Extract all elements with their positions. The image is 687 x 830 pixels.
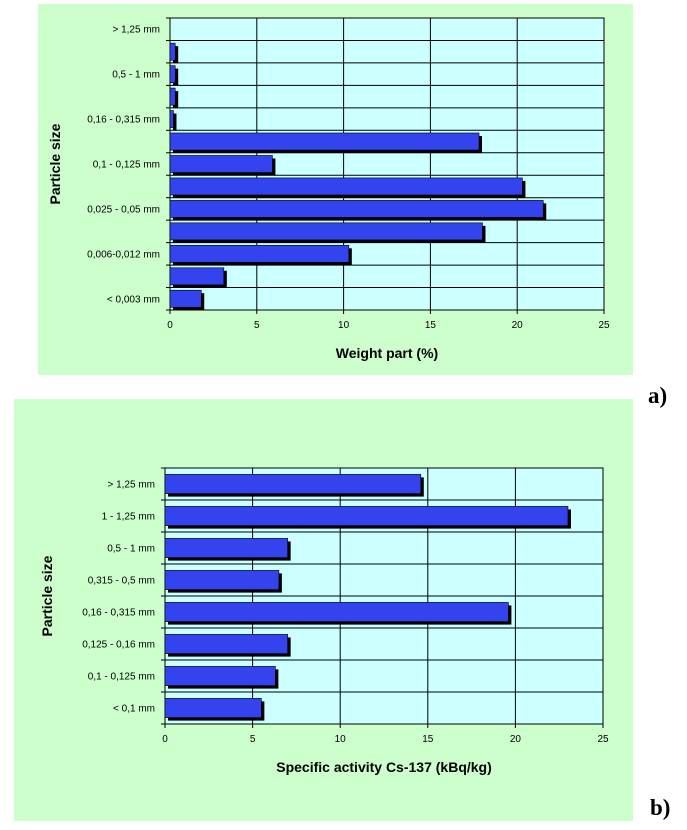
chart-b-bar <box>164 666 276 686</box>
chart-a-x-tick-label: 0 <box>167 320 173 331</box>
chart-a-bar-shadow <box>173 113 177 131</box>
chart-b-bar <box>164 570 280 590</box>
chart-b-category-label: < 0,1 mm <box>113 704 155 715</box>
chart-b-category-label: 0,1 - 0,125 mm <box>88 672 155 683</box>
chart-a-bar <box>169 65 176 83</box>
chart-b-bar <box>164 538 288 558</box>
chart-a-plot: 0 5 10 15 20 25 < 0,003 mm 0,006-0,012 mm 0,025 … <box>47 17 610 361</box>
chart-a-category-label: < 0,003 mm <box>107 294 160 305</box>
chart-a-bar-shadow <box>173 46 179 64</box>
chart-b-svg: 0 5 10 15 20 25 < 0,1 mm 0,1 - 0,125 mm 0,125 - … <box>39 467 609 775</box>
chart-b-x-tick-label: 0 <box>162 734 168 745</box>
chart-a-bar-shadow <box>173 68 179 86</box>
chart-b-bar <box>164 506 569 526</box>
chart-b-x-tick-label: 20 <box>510 734 522 745</box>
chart-a-category-label: 0,025 - 0,05 mm <box>87 204 160 215</box>
panel-label-a: a) <box>648 383 668 408</box>
chart-a-category-label: 0,16 - 0,315 mm <box>87 115 160 126</box>
chart-a-category-label: 0,1 - 0,125 mm <box>93 160 160 171</box>
chart-a-y-axis-title: Particle size <box>47 123 63 204</box>
chart-b-x-tick-label: 5 <box>250 734 256 745</box>
chart-b-category-label: > 1,25 mm <box>107 480 155 491</box>
chart-a-bar <box>169 267 225 286</box>
chart-panel-a: 0 5 10 15 20 25 < 0,003 mm 0,006-0,012 mm 0,025 … <box>38 4 633 375</box>
chart-b-x-tick-label: 25 <box>597 734 609 745</box>
chart-b-bar <box>164 698 262 718</box>
chart-b-x-axis-title: Specific activity Cs-137 (kBq/kg) <box>276 759 492 775</box>
chart-a-bar <box>169 222 483 241</box>
chart-a-category-label: 0,006-0,012 mm <box>87 249 160 260</box>
chart-a-x-tick-label: 20 <box>512 320 524 331</box>
chart-a-bar <box>169 200 544 218</box>
chart-a-x-tick-label: 5 <box>254 320 260 331</box>
chart-b-category-label: 0,5 - 1 mm <box>107 544 155 555</box>
chart-b-category-label: 0,315 - 0,5 mm <box>88 576 155 587</box>
chart-b-bar <box>164 634 288 654</box>
chart-a-bar <box>169 289 202 308</box>
chart-a-svg: 0 5 10 15 20 25 < 0,003 mm 0,006-0,012 mm 0,025 … <box>47 17 610 361</box>
chart-a-bar <box>169 132 480 151</box>
chart-a-bar <box>169 42 176 61</box>
chart-a-x-tick-label: 25 <box>598 320 610 331</box>
chart-b-x-tick-label: 15 <box>422 734 434 745</box>
chart-b-category-label: 0,16 - 0,315 mm <box>82 608 155 619</box>
chart-b-y-axis-title: Particle size <box>39 555 55 636</box>
chart-b-category-label: 0,125 - 0,16 mm <box>82 640 155 651</box>
chart-a-x-axis-title: Weight part (%) <box>336 345 438 361</box>
chart-b-plot: 0 5 10 15 20 25 < 0,1 mm 0,1 - 0,125 mm 0,125 - … <box>39 467 609 775</box>
panel-label-b: b) <box>650 795 671 820</box>
chart-panel-b: 0 5 10 15 20 25 < 0,1 mm 0,1 - 0,125 mm 0,125 - … <box>14 399 633 821</box>
chart-a-category-label: 0,5 - 1 mm <box>112 70 160 81</box>
chart-a-category-label: > 1,25 mm <box>112 25 160 36</box>
chart-a-bar <box>169 177 523 196</box>
chart-a-x-tick-label: 10 <box>338 320 350 331</box>
chart-a-bar <box>169 245 350 263</box>
chart-a-x-tick-label: 15 <box>425 320 437 331</box>
chart-b-x-tick-label: 10 <box>335 734 347 745</box>
chart-a-bar <box>169 110 174 128</box>
chart-a-bar <box>169 87 176 106</box>
chart-a-bar <box>169 155 273 173</box>
chart-a-bar-shadow <box>173 91 179 109</box>
chart-b-bar <box>164 602 509 622</box>
chart-b-bar <box>164 474 422 494</box>
chart-b-category-label: 1 - 1,25 mm <box>102 512 155 523</box>
